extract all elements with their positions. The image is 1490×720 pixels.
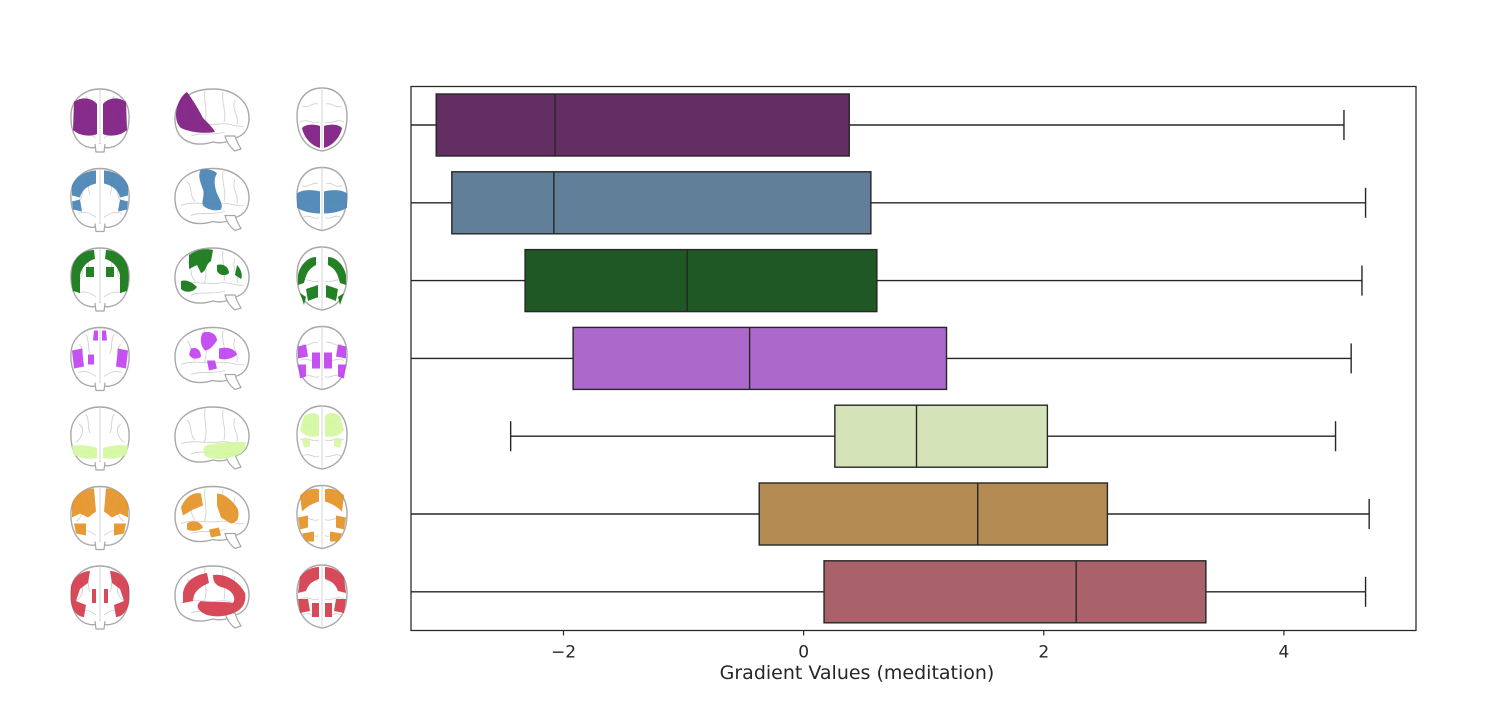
box-series-2 bbox=[411, 171, 1367, 235]
brain-side-view-4 bbox=[174, 326, 250, 391]
brain-top-view-5 bbox=[296, 405, 348, 470]
x-tick-label: −2 bbox=[551, 643, 576, 663]
box-iqr bbox=[823, 560, 1207, 624]
brain-top-view-3 bbox=[296, 246, 348, 311]
x-tick-label: 2 bbox=[1038, 643, 1049, 663]
box-series-5 bbox=[509, 404, 1337, 468]
brain-side-view-1 bbox=[174, 88, 250, 152]
brain-top-view-2 bbox=[296, 166, 348, 232]
x-axis: −2 0 2 4 bbox=[551, 630, 1290, 663]
brain-front-view-2 bbox=[70, 167, 130, 233]
box-iqr bbox=[524, 248, 878, 313]
brain-front-view-4 bbox=[70, 326, 130, 392]
box-series-3 bbox=[411, 248, 1363, 313]
brain-top-view-1 bbox=[296, 87, 348, 152]
box-series-1 bbox=[411, 93, 1345, 157]
brain-network-maps bbox=[70, 87, 348, 630]
brain-front-view-6 bbox=[70, 485, 130, 551]
box-series-4 bbox=[411, 326, 1352, 391]
x-axis-label: Gradient Values (meditation) bbox=[720, 662, 995, 684]
brain-top-view-7 bbox=[296, 564, 348, 629]
box-iqr bbox=[572, 326, 948, 391]
brain-top-view-6 bbox=[296, 484, 348, 550]
brain-front-view-1 bbox=[70, 88, 130, 153]
box-iqr bbox=[435, 93, 850, 157]
brain-front-view-5 bbox=[70, 406, 130, 471]
brain-front-view-7 bbox=[70, 565, 130, 630]
box-series-7 bbox=[411, 560, 1367, 624]
brain-side-view-7 bbox=[174, 565, 250, 629]
brain-side-view-2 bbox=[174, 167, 250, 232]
brain-side-view-6 bbox=[174, 485, 250, 550]
box-series-group bbox=[411, 93, 1370, 624]
brain-top-view-4 bbox=[296, 325, 348, 391]
x-tick-label: 0 bbox=[798, 643, 809, 663]
brain-side-view-3 bbox=[174, 247, 250, 311]
box-iqr bbox=[834, 404, 1049, 468]
brain-front-view-3 bbox=[70, 247, 130, 312]
x-tick-label: 4 bbox=[1279, 643, 1290, 663]
box-series-6 bbox=[411, 482, 1370, 546]
brain-side-view-5 bbox=[174, 406, 250, 470]
box-iqr bbox=[451, 171, 872, 235]
box-iqr bbox=[758, 482, 1109, 546]
